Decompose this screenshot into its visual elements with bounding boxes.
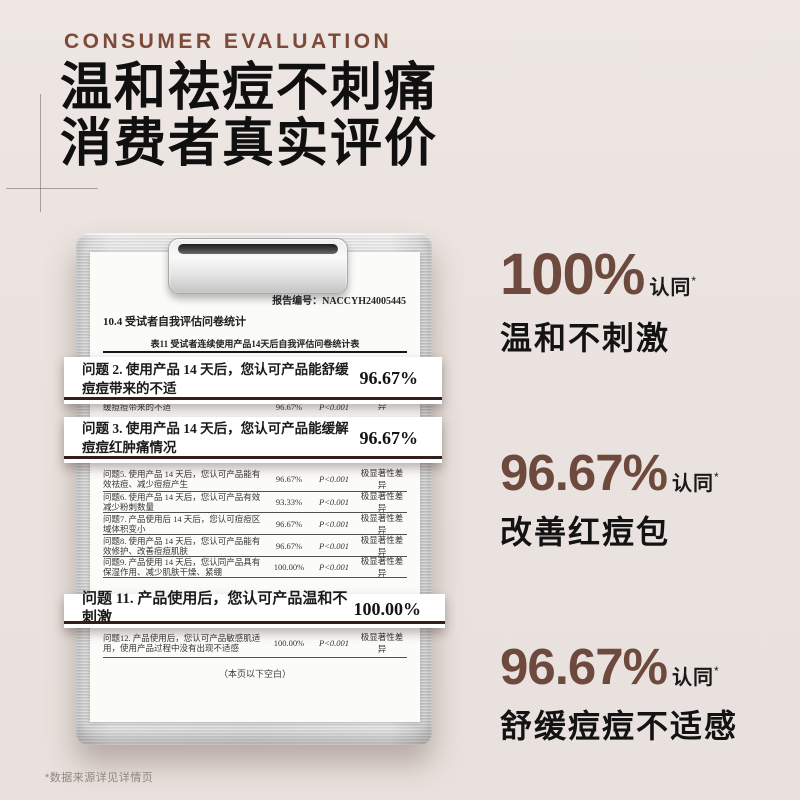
highlight-question: 问题 2. 使用产品 14 天后，您认可产品能舒缓痘痘带来的不适 — [82, 361, 349, 396]
highlight-value: 96.67% — [359, 368, 419, 388]
agree-rate-cell: 96.67% — [275, 518, 303, 529]
agree-rate-cell: 96.67% — [275, 402, 303, 412]
asterisk-mark: * — [691, 274, 697, 288]
p-value-cell: P<0.001 — [318, 540, 350, 551]
asterisk-mark: * — [713, 470, 719, 484]
callout-mild-no-irritation: 100% 认同 * 温和不刺激 — [500, 246, 696, 359]
callout-value-row: 100% 认同 * — [500, 246, 696, 304]
p-value-cell: P<0.001 — [318, 473, 350, 484]
significance-cell: 极显著性差异 — [360, 512, 404, 535]
callout-value-row: 96.67% 认同 * — [500, 447, 719, 498]
agree-rate-cell: 96.67% — [275, 473, 303, 484]
blank-page-note: （本页以下空白） — [218, 669, 291, 679]
table-row-question-5: 问题5. 使用产品 14 天后，您认可产品能有效祛痘、减少痘痘产生 96.67%… — [103, 466, 407, 492]
crosshair-vertical-line — [40, 94, 41, 212]
significance-cell: 极显著性差异 — [360, 631, 404, 654]
p-value-cell: P<0.001 — [318, 402, 350, 412]
significance-cell: 极显著性差异 — [360, 467, 404, 490]
highlight-value: 96.67% — [359, 427, 419, 448]
callout-percentage: 100% — [500, 242, 645, 307]
callout-value-row: 96.67% 认同 * — [500, 641, 738, 692]
callout-label: 改善红痘包 — [500, 514, 671, 550]
question-cell: 问题7. 产品使用后 14 天后，您认可痘痘区域体积变小 — [103, 513, 261, 534]
highlight-value: 100.00% — [353, 598, 422, 619]
question-cell: 问题8. 使用产品 14 天后，您认可产品能有效修护、改善痘痘肌肤 — [103, 535, 261, 556]
table-caption: 表11 受试者连续使用产品14天后自我评估问卷统计表 — [150, 339, 360, 349]
table-row-question-9: 问题9. 产品使用 14 天后，您认同产品具有保湿作用、减少肌肤干燥、紧绷 10… — [103, 556, 407, 578]
callout-percentage: 96.67% — [500, 638, 668, 695]
significance-cell: 极显著性差异 — [360, 556, 404, 578]
highlight-bar-question-3: 问题 3. 使用产品 14 天后，您认可产品能缓解痘痘红肿痛情况 96.67% — [64, 417, 442, 463]
agree-rate-cell: 100.00% — [273, 637, 305, 648]
headline-line2: 消费者真实评价 — [60, 115, 439, 173]
p-value-cell: P<0.001 — [318, 518, 350, 529]
clipboard: 报告编号：NACCYH24005445 10.4 受试者自我评估问卷统计 表11… — [76, 233, 432, 745]
callout-label: 温和不刺激 — [500, 320, 671, 356]
report-section-title: 10.4 受试者自我评估问卷统计 — [103, 316, 246, 328]
table-row-question-7: 问题7. 产品使用后 14 天后，您认可痘痘区域体积变小 96.67% P<0.… — [103, 513, 407, 535]
callout-label: 舒缓痘痘不适感 — [500, 708, 739, 744]
highlight-bar-question-2: 问题 2. 使用产品 14 天后，您认可产品能舒缓痘痘带来的不适 96.67% — [64, 357, 442, 404]
table-row-question-12: 问题12. 产品使用后，您认可产品敏感肌适用，使用产品过程中没有出现不适感 10… — [103, 628, 407, 658]
report-number: 报告编号：NACCYH24005445 — [272, 296, 406, 307]
table-row-question-8: 问题8. 使用产品 14 天后，您认可产品能有效修护、改善痘痘肌肤 96.67%… — [103, 535, 407, 557]
highlight-bar-question-11: 问题 11. 产品使用后，您认可产品温和不刺激 100.00% — [64, 591, 445, 628]
highlight-question: 问题 3. 使用产品 14 天后，您认可产品能缓解痘痘红肿痛情况 — [82, 421, 349, 455]
significance-cell: 极显著性差异 — [360, 534, 404, 557]
table-row-question-6: 问题6. 使用产品 14 天后，您认可产品有效减少粉刺数量 93.33% P<0… — [103, 491, 407, 513]
question-cell: 问题5. 使用产品 14 天后，您认可产品能有效祛痘、减少痘痘产生 — [103, 468, 261, 489]
callout-agree-suffix: 认同 — [671, 473, 714, 495]
callout-percentage: 96.67% — [500, 444, 668, 501]
report-paper: 报告编号：NACCYH24005445 10.4 受试者自我评估问卷统计 表11… — [90, 252, 420, 722]
agree-rate-cell: 100.00% — [273, 562, 305, 572]
significance-cell: 极显著性差异 — [360, 491, 404, 513]
eyebrow-label: CONSUMER EVALUATION — [64, 30, 393, 53]
clipboard-clip — [168, 238, 348, 294]
question-cell: 问题6. 使用产品 14 天后，您认可产品有效减少粉刺数量 — [103, 492, 261, 512]
clip-dark-bar — [178, 244, 338, 254]
callout-soothe-discomfort: 96.67% 认同 * 舒缓痘痘不适感 — [500, 641, 738, 747]
p-value-cell: P<0.001 — [318, 497, 350, 507]
agree-rate-cell: 93.33% — [275, 497, 303, 507]
callout-improve-red-pimples: 96.67% 认同 * 改善红痘包 — [500, 447, 719, 553]
asterisk-mark: * — [713, 664, 719, 678]
table-top-rule — [103, 351, 407, 353]
survey-table: 问题2. 使用产品 14 天后，您认可产品能舒缓痘痘带来的不适 96.67% P… — [103, 353, 407, 680]
data-source-footnote: *数据来源详见详情页 — [45, 772, 154, 784]
callout-agree-suffix: 认同 — [671, 667, 714, 689]
question-cell: 问题12. 产品使用后，您认可产品敏感肌适用，使用产品过程中没有出现不适感 — [103, 632, 261, 653]
question-cell: 问题9. 产品使用 14 天后，您认同产品具有保湿作用、减少肌肤干燥、紧绷 — [103, 557, 261, 577]
headline-line1: 温和祛痘不刺痛 — [60, 59, 439, 117]
callout-agree-suffix: 认同 — [649, 277, 692, 299]
p-value-cell: P<0.001 — [318, 637, 350, 648]
crosshair-horizontal-line — [6, 188, 98, 189]
agree-rate-cell: 96.67% — [275, 540, 303, 551]
p-value-cell: P<0.001 — [318, 562, 350, 572]
highlight-question: 问题 11. 产品使用后，您认可产品温和不刺激 — [82, 591, 348, 626]
